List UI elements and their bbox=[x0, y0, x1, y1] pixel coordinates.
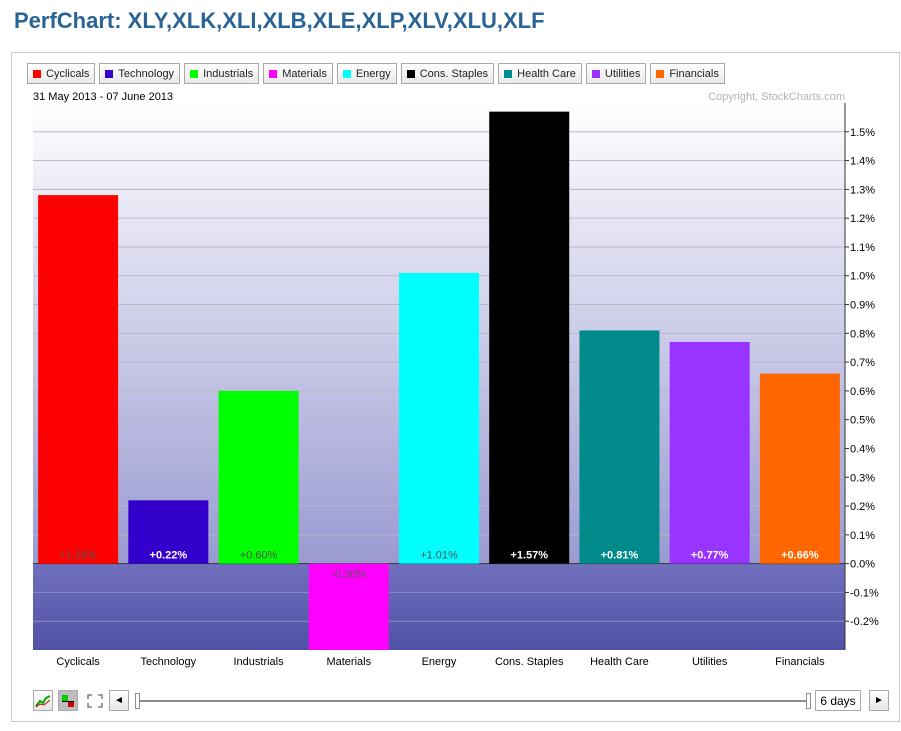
date-range: 31 May 2013 - 07 June 2013 bbox=[33, 91, 173, 103]
y-tick-label: 0.8% bbox=[850, 328, 875, 340]
legend-swatch bbox=[269, 69, 278, 78]
chart-controls: ◄ 6 days ► bbox=[33, 690, 893, 712]
bar-utilities[interactable] bbox=[669, 341, 750, 564]
bar-value-label: +0.22% bbox=[150, 550, 188, 562]
y-tick-label: -0.1% bbox=[850, 587, 879, 599]
legend-label: Utilities bbox=[604, 67, 641, 80]
y-tick-label: 0.3% bbox=[850, 472, 875, 484]
legend-item-energy[interactable]: Energy bbox=[336, 63, 397, 84]
y-tick-label: 0.2% bbox=[850, 501, 875, 513]
slider-start-handle[interactable] bbox=[135, 693, 140, 709]
chart-legend: Cyclicals Technology Industrials Materials E… bbox=[27, 63, 725, 85]
bar-value-label: +0.77% bbox=[691, 550, 729, 562]
bar-value-label: +1.57% bbox=[510, 550, 548, 562]
legend-item-materials[interactable]: Materials bbox=[263, 63, 333, 84]
x-category-label: Cyclicals bbox=[56, 656, 100, 668]
bar-industrials[interactable] bbox=[218, 390, 299, 564]
page-title: PerfChart: XLY,XLK,XLI,XLB,XLE,XLP,XLV,X… bbox=[14, 8, 545, 33]
bar-value-label: +1.28% bbox=[59, 550, 97, 562]
bar-value-label: +0.81% bbox=[601, 550, 639, 562]
y-tick-label: 1.2% bbox=[850, 213, 875, 225]
legend-swatch bbox=[342, 69, 351, 78]
legend-item-industrials[interactable]: Industrials bbox=[184, 63, 260, 84]
legend-item-technology[interactable]: Technology bbox=[99, 63, 181, 84]
period-slider[interactable] bbox=[135, 700, 811, 702]
y-tick-label: 1.3% bbox=[850, 184, 875, 196]
y-tick-label: 0.4% bbox=[850, 443, 875, 455]
bar-cons-staples[interactable] bbox=[489, 111, 570, 564]
bar-energy[interactable] bbox=[399, 272, 479, 564]
legend-swatch bbox=[105, 69, 114, 78]
legend-swatch bbox=[406, 69, 415, 78]
legend-item-health-care[interactable]: Health Care bbox=[498, 63, 582, 84]
legend-swatch bbox=[504, 69, 513, 78]
bar-cyclicals[interactable] bbox=[38, 195, 119, 564]
y-tick-label: 1.4% bbox=[850, 156, 875, 168]
y-tick-label: 0.6% bbox=[850, 386, 875, 398]
bar-financials[interactable] bbox=[759, 373, 840, 564]
bar-materials[interactable] bbox=[308, 563, 389, 650]
legend-swatch bbox=[656, 69, 665, 78]
bar-health-care[interactable] bbox=[579, 330, 660, 564]
legend-swatch bbox=[190, 69, 199, 78]
slider-next-button[interactable]: ► bbox=[869, 690, 889, 711]
x-category-label: Health Care bbox=[590, 656, 649, 668]
legend-swatch bbox=[591, 69, 600, 78]
fullscreen-icon[interactable] bbox=[85, 690, 105, 711]
legend-item-utilities[interactable]: Utilities bbox=[585, 63, 647, 84]
legend-label: Cyclicals bbox=[46, 67, 90, 80]
bar-value-label: +1.01% bbox=[420, 550, 458, 562]
legend-label: Energy bbox=[355, 67, 391, 80]
legend-label: Cons. Staples bbox=[419, 67, 489, 80]
y-tick-label: 0.1% bbox=[850, 530, 875, 542]
legend-label: Industrials bbox=[203, 67, 254, 80]
bar-value-label: +0.66% bbox=[781, 550, 819, 562]
legend-swatch bbox=[33, 69, 41, 78]
x-category-label: Materials bbox=[326, 656, 371, 668]
x-category-label: Energy bbox=[422, 656, 457, 668]
bar-value-label: -0.30% bbox=[331, 569, 366, 581]
y-tick-label: 0.0% bbox=[850, 559, 875, 571]
y-tick-label: 1.5% bbox=[850, 127, 875, 139]
slider-end-handle[interactable] bbox=[806, 693, 811, 709]
x-category-label: Financials bbox=[775, 656, 825, 668]
y-tick-label: 0.9% bbox=[850, 300, 875, 312]
legend-item-cyclicals[interactable]: Cyclicals bbox=[27, 63, 96, 84]
legend-label: Financials bbox=[669, 67, 719, 80]
legend-label: Materials bbox=[282, 67, 327, 80]
y-tick-label: -0.2% bbox=[850, 616, 879, 628]
x-category-label: Cons. Staples bbox=[495, 656, 564, 668]
bar-chart-toggle-icon[interactable] bbox=[58, 690, 78, 711]
legend-label: Technology bbox=[118, 67, 175, 80]
plot-area-negative bbox=[33, 563, 845, 650]
slider-prev-button[interactable]: ◄ bbox=[109, 690, 129, 711]
copyright-label: Copyright, StockCharts.com bbox=[708, 91, 845, 103]
bar-technology[interactable] bbox=[128, 500, 209, 564]
y-tick-label: 1.0% bbox=[850, 271, 875, 283]
legend-item-cons-staples[interactable]: Cons. Staples bbox=[400, 63, 495, 84]
y-tick-label: 0.7% bbox=[850, 357, 875, 369]
x-category-label: Technology bbox=[141, 656, 197, 668]
legend-item-financials[interactable]: Financials bbox=[650, 63, 725, 84]
bar-value-label: +0.60% bbox=[240, 550, 278, 562]
line-chart-toggle-icon[interactable] bbox=[33, 690, 53, 711]
x-category-label: Utilities bbox=[692, 656, 728, 668]
y-tick-label: 1.1% bbox=[850, 242, 875, 254]
legend-label: Health Care bbox=[517, 67, 576, 80]
days-field[interactable]: 6 days bbox=[815, 690, 861, 711]
y-tick-label: 0.5% bbox=[850, 415, 875, 427]
x-category-label: Industrials bbox=[233, 656, 284, 668]
